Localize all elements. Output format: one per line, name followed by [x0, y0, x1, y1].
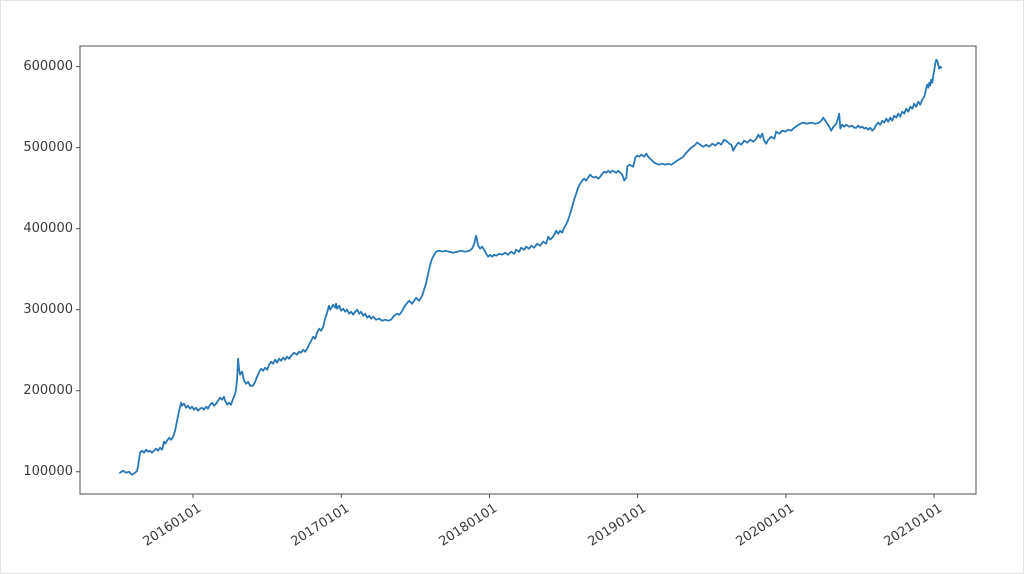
y-tick-label: 200000 [23, 382, 73, 398]
axes-spines [79, 45, 977, 495]
y-tick-label: 400000 [23, 220, 73, 236]
y-tick-label: 100000 [23, 463, 73, 479]
series-line [119, 58, 943, 476]
y-tick-label: 600000 [23, 58, 73, 74]
y-tick-label: 500000 [23, 139, 73, 155]
y-tick-label: 300000 [23, 301, 73, 317]
